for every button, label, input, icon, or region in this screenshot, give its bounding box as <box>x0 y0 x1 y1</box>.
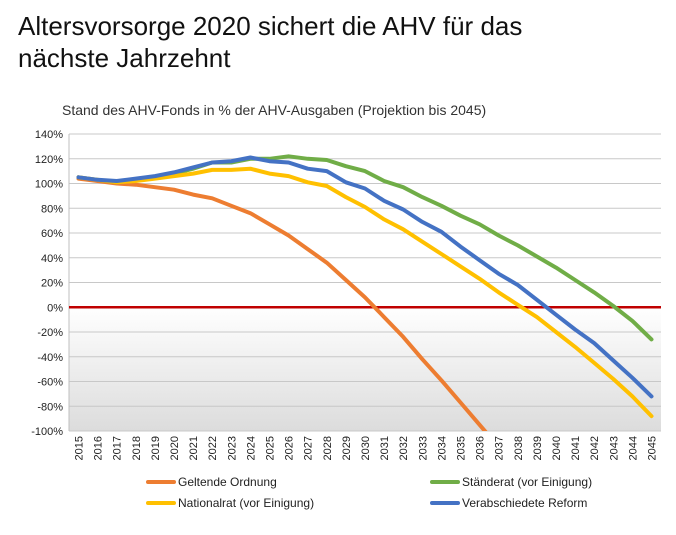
x-tick-label: 2045 <box>646 436 658 460</box>
x-tick-label: 2023 <box>226 436 238 460</box>
x-tick-label: 2015 <box>74 436 86 460</box>
x-tick-label: 2016 <box>93 436 105 460</box>
x-tick-label: 2038 <box>513 436 525 460</box>
y-tick-label: -20% <box>37 327 63 339</box>
series-lines <box>76 154 654 431</box>
x-tick-label: 2026 <box>284 436 296 460</box>
x-tick-label: 2024 <box>245 436 257 460</box>
series-line-1 <box>76 176 488 431</box>
chart-subtitle: Stand des AHV-Fonds in % der AHV-Ausgabe… <box>62 102 486 118</box>
x-tick-label: 2027 <box>303 436 315 460</box>
legend-label: Geltende Ordnung <box>178 475 277 489</box>
x-tick-label: 2035 <box>455 436 467 460</box>
x-tick-label: 2019 <box>150 436 162 460</box>
x-tick-label: 2033 <box>417 436 429 460</box>
x-tick-label: 2036 <box>475 436 487 460</box>
x-tick-label: 2031 <box>379 436 391 460</box>
x-tick-label: 2044 <box>627 436 639 460</box>
x-tick-label: 2032 <box>398 436 410 460</box>
plot-background <box>69 134 661 431</box>
x-tick-label: 2039 <box>532 436 544 460</box>
x-tick-label: 2028 <box>322 436 334 460</box>
plot-area-positive <box>69 134 661 308</box>
legend-label: Verabschiedete Reform <box>462 496 587 510</box>
y-tick-label: -40% <box>37 352 63 364</box>
series-line-3 <box>76 166 654 419</box>
headline: Altersvorsorge 2020 sichert die AHV für … <box>18 10 522 74</box>
x-tick-label: 2043 <box>608 436 620 460</box>
y-tick-label: -100% <box>31 426 63 438</box>
legend-label: Ständerat (vor Einigung) <box>462 475 592 489</box>
y-tick-label: 60% <box>41 228 63 240</box>
x-tick-label: 2022 <box>207 436 219 460</box>
x-tick-label: 2041 <box>570 436 582 460</box>
series-line-4 <box>76 155 654 399</box>
y-tick-label: -60% <box>37 377 63 389</box>
legend-label: Nationalrat (vor Einigung) <box>178 496 314 510</box>
x-tick-label: 2037 <box>494 436 506 460</box>
x-tick-label: 2029 <box>341 436 353 460</box>
headline-line-1: Altersvorsorge 2020 sichert die AHV für … <box>18 11 523 41</box>
y-tick-label: 20% <box>41 278 63 290</box>
y-tick-label: 120% <box>35 154 63 166</box>
headline-line-2: nächste Jahrzehnt <box>18 43 231 73</box>
x-axis: 2015 2016 2017 2018 2019 2020 2021 2022 2023 2024… <box>74 436 659 460</box>
x-tick-label: 2042 <box>589 436 601 460</box>
x-tick-label: 2034 <box>436 436 448 460</box>
x-tick-label: 2021 <box>188 436 200 460</box>
y-tick-label: 140% <box>35 129 63 141</box>
x-tick-label: 2025 <box>265 436 277 460</box>
y-axis: -100% -80% -60% -40% -20% 0% 20% 40% 60% 80% 100% 1… <box>31 129 70 438</box>
legend: Geltende Ordnung Ständerat (vor Einigung)… <box>146 475 592 510</box>
plot-area-negative <box>69 307 661 431</box>
y-tick-label: 100% <box>35 179 63 191</box>
x-tick-label: 2030 <box>360 436 372 460</box>
x-tick-label: 2040 <box>551 436 563 460</box>
y-tick-label: -80% <box>37 401 63 413</box>
x-tick-label: 2020 <box>169 436 181 460</box>
y-tick-label: 40% <box>41 253 63 265</box>
y-tick-label: 80% <box>41 203 63 215</box>
x-tick-label: 2018 <box>131 436 143 460</box>
y-tick-label: 0% <box>47 302 63 314</box>
x-tick-label: 2017 <box>112 436 124 460</box>
